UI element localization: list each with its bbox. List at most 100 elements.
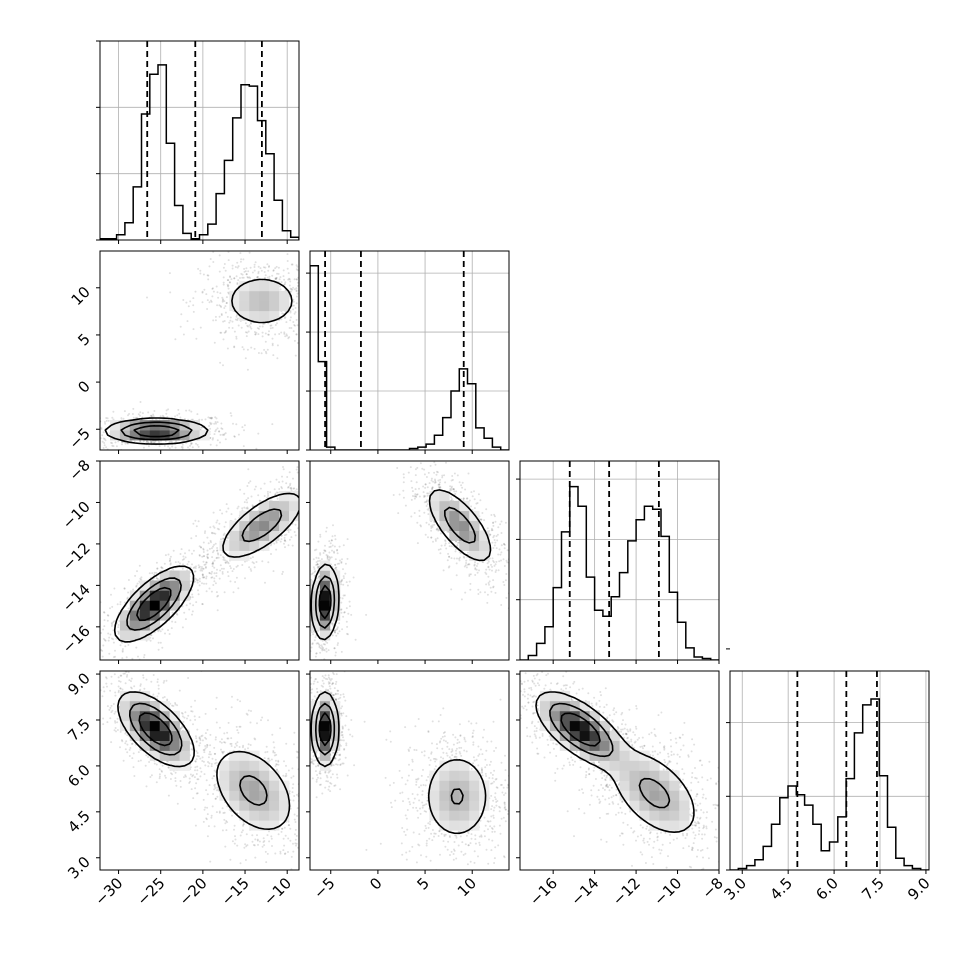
scatter-point [213,572,216,575]
scatter-point [198,554,201,557]
scatter-point [261,560,264,563]
scatter-point [469,582,472,585]
scatter-point [433,471,436,474]
scatter-point [201,603,204,605]
scatter-point [274,333,277,336]
scatter-point [227,575,230,578]
scatter-point [271,274,274,277]
scatter-point [203,532,206,534]
density-bin [249,310,260,321]
scatter-point [222,266,225,269]
scatter-point [438,483,441,486]
scatter-point [97,417,99,419]
scatter-point [499,523,502,526]
scatter-point [107,632,110,635]
scatter-point [225,330,227,332]
scatter-point [163,562,166,565]
density-bin [169,600,180,611]
scatter-point [195,565,197,568]
scatter-point [434,481,437,484]
scatter-point [504,579,507,582]
scatter-point [428,482,431,485]
scatter-point [314,299,316,301]
scatter-point [243,267,246,270]
scatter-point [235,275,238,278]
scatter-point [28,420,30,422]
scatter-point [159,630,162,633]
scatter-point [149,441,152,444]
scatter-point [204,418,207,421]
scatter-point [272,570,275,573]
scatter-point [126,597,129,600]
scatter-point [192,310,195,313]
density-bin [319,610,331,621]
scatter-point [435,473,438,476]
contour-line [104,278,293,445]
scatter-point [433,523,436,526]
scatter-point [436,537,439,540]
scatter-point [193,776,196,779]
scatter-point [117,440,120,443]
scatter-point [148,572,151,575]
scatter-point [266,496,269,499]
scatter-point [510,604,512,606]
scatter-point [290,288,293,291]
scatter-point [316,518,318,520]
scatter-point [503,565,506,567]
scatter-point [448,555,451,558]
scatter-point [317,565,320,568]
density-bin [169,570,180,581]
scatter-point [189,766,192,769]
scatter-point [237,265,240,268]
scatter-point [216,304,219,307]
scatter-point [487,582,490,584]
density-bin [229,290,240,302]
scatter-point [147,441,150,443]
scatter-point [335,634,338,637]
scatter-point [221,572,224,575]
scatter-point [493,515,496,518]
scatter-point [328,558,331,561]
scatter-point [438,486,441,489]
scatter-point [491,541,494,544]
scatter-point [229,412,232,415]
scatter-point [295,278,298,281]
scatter-point [181,605,184,608]
scatter-point [110,441,112,444]
scatter-point [315,498,317,500]
scatter-point [177,408,180,411]
scatter-point [198,566,200,569]
scatter-point [288,284,291,287]
scatter-point [169,440,172,443]
density-bin [479,530,490,541]
scatter-point [119,601,122,603]
scatter-point [286,476,289,478]
scatter-point [319,282,321,284]
scatter-point [346,584,349,587]
scatter-point [301,330,303,332]
scatter-point [179,416,182,419]
scatter-point [295,468,298,471]
scatter-point [317,560,319,563]
scatter-point [348,605,351,608]
scatter-point [211,551,214,554]
scatter-point [414,493,417,496]
scatter-point [96,658,98,660]
scatter-point [209,417,212,420]
scatter-point [112,638,115,641]
scatter-point [150,634,153,637]
scatter-point [92,428,94,430]
density-bin [269,300,280,312]
scatter-point [196,443,199,446]
density-bin [179,580,190,591]
scatter-point [183,611,186,614]
scatter-point [241,507,244,510]
scatter-point [411,486,414,489]
scatter-point [328,551,331,554]
scatter-point [217,556,220,559]
scatter-point [157,630,160,633]
scatter-point [294,534,297,537]
scatter-point [306,617,308,619]
scatter-point [301,498,303,500]
scatter-point [303,320,305,322]
